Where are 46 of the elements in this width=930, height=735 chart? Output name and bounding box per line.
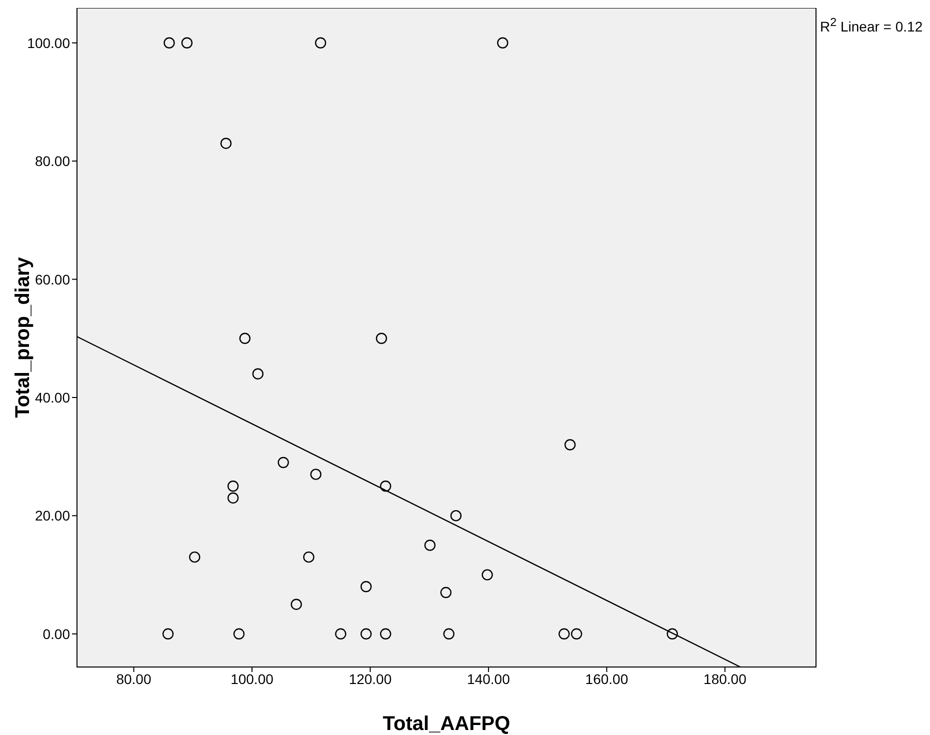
x-tick-label: 80.00 [116, 670, 152, 687]
point [181, 37, 193, 48]
point [310, 468, 322, 480]
point [450, 510, 462, 522]
y-tick-label: 40.00 [34, 389, 70, 406]
x-tick-label: 120.00 [348, 670, 392, 687]
point [666, 628, 678, 640]
point [497, 37, 508, 48]
point [482, 569, 493, 580]
point [239, 332, 250, 344]
y-tick-label: 100.00 [27, 34, 70, 51]
x-tick-label: 180.00 [704, 670, 747, 687]
point [380, 628, 392, 640]
y-axis-title: Total_prop_diary [12, 256, 34, 418]
y-tick-label: 0.00 [42, 626, 70, 642]
point [162, 628, 174, 640]
point [360, 581, 372, 592]
point [290, 598, 302, 610]
y-tick-label: 80.00 [34, 153, 70, 170]
point [227, 480, 239, 492]
point [443, 628, 454, 640]
point [220, 138, 232, 149]
x-tick-label: 160.00 [585, 670, 628, 687]
point [227, 492, 239, 504]
x-tick-label: 100.00 [230, 670, 274, 687]
point [189, 551, 200, 563]
point [380, 480, 392, 492]
point [278, 456, 289, 468]
point [376, 332, 388, 344]
point [440, 586, 452, 598]
point [360, 628, 372, 640]
y-tick-label: 20.00 [34, 508, 70, 524]
y-tick-label: 60.00 [34, 271, 70, 288]
point [252, 368, 264, 380]
point [558, 628, 570, 640]
point [164, 37, 175, 48]
point [564, 439, 576, 450]
point [314, 37, 326, 48]
point [233, 628, 245, 640]
x-axis-title: Total_AAFPQ [382, 713, 510, 735]
text: R$^{2}$ Linear = 0.12 [820, 16, 923, 35]
point [303, 551, 314, 563]
point [570, 628, 582, 640]
point [335, 628, 346, 640]
point [424, 540, 436, 551]
x-tick-label: 140.00 [467, 670, 510, 687]
